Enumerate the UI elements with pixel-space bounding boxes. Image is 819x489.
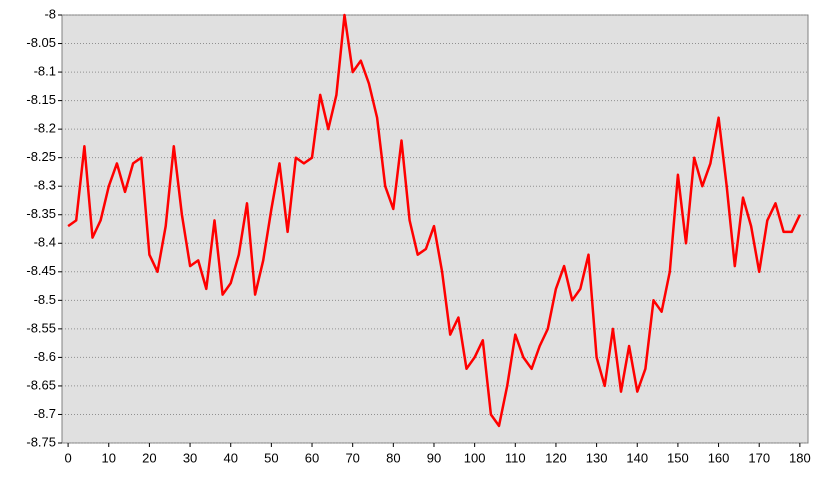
y-tick-label: -8.6 — [34, 349, 56, 364]
x-tick-label: 120 — [545, 450, 567, 465]
x-tick-label: 140 — [626, 450, 648, 465]
y-tick-label: -8.1 — [34, 64, 56, 79]
x-tick-label: 40 — [223, 450, 237, 465]
data-line — [67, 13, 802, 428]
x-tick-label: 0 — [64, 450, 71, 465]
x-tick-label: 80 — [386, 450, 400, 465]
y-tick-label: -8 — [44, 6, 56, 21]
x-tick-label: 90 — [427, 450, 441, 465]
x-tick-label: 100 — [464, 450, 486, 465]
y-tick-label: -8.75 — [26, 434, 56, 449]
y-tick-label: -8.05 — [26, 35, 56, 50]
x-tick-label: 70 — [345, 450, 359, 465]
y-tick-label: -8.5 — [34, 292, 56, 307]
y-tick-label: -8.55 — [26, 320, 56, 335]
y-tick-label: -8.25 — [26, 149, 56, 164]
y-tick-label: -8.3 — [34, 178, 56, 193]
x-tick-label: 20 — [142, 450, 156, 465]
x-tick-label: 170 — [748, 450, 770, 465]
y-tick-label: -8.15 — [26, 92, 56, 107]
y-tick-label: -8.7 — [34, 406, 56, 421]
y-tick-label: -8.45 — [26, 263, 56, 278]
x-tick-label: 160 — [708, 450, 730, 465]
x-tick-label: 180 — [789, 450, 811, 465]
y-tick-label: -8.65 — [26, 377, 56, 392]
x-tick-label: 60 — [305, 450, 319, 465]
x-tick-label: 50 — [264, 450, 278, 465]
x-tick-label: 130 — [586, 450, 608, 465]
x-tick-label: 110 — [505, 450, 526, 465]
x-tick-label: 150 — [667, 450, 689, 465]
y-tick-label: -8.4 — [34, 235, 56, 250]
x-tick-label: 10 — [102, 450, 116, 465]
x-tick-label: 30 — [183, 450, 197, 465]
y-tick-label: -8.2 — [34, 121, 56, 136]
y-tick-label: -8.35 — [26, 206, 56, 221]
